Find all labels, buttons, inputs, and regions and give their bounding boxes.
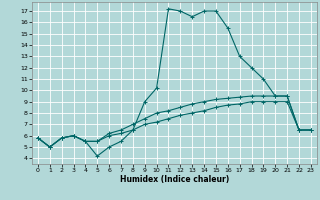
- X-axis label: Humidex (Indice chaleur): Humidex (Indice chaleur): [120, 175, 229, 184]
